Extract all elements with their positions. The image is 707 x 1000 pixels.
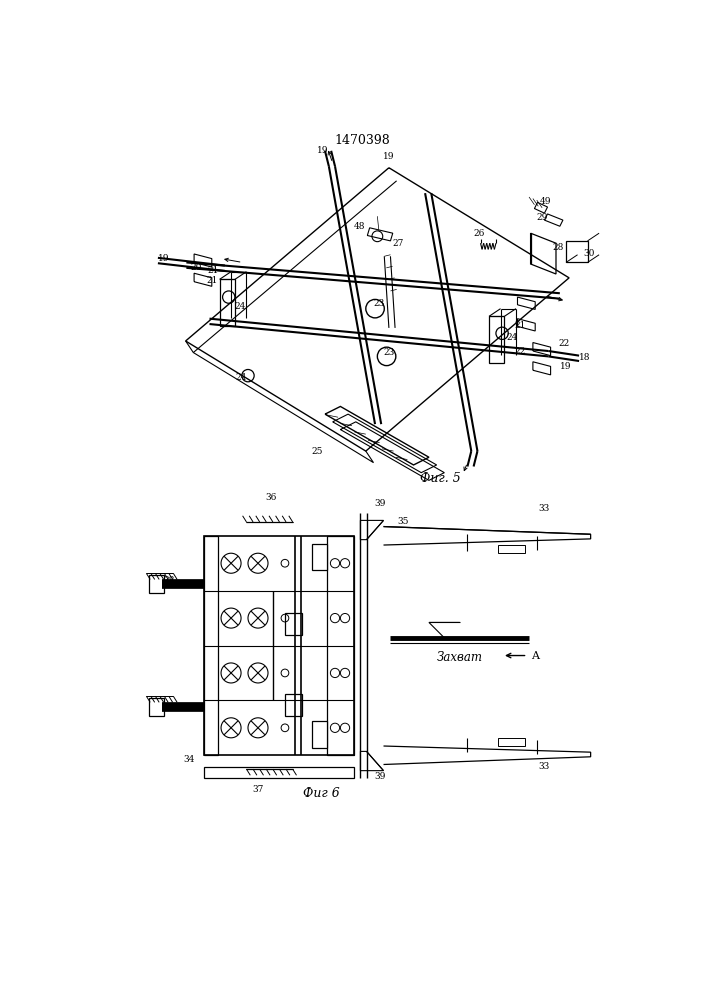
Text: 21: 21: [208, 266, 219, 275]
Text: 35: 35: [397, 517, 409, 526]
Text: A: A: [531, 651, 539, 661]
Bar: [312, 721, 327, 748]
Text: 26: 26: [473, 229, 485, 238]
Text: 19: 19: [383, 152, 395, 161]
Text: 21: 21: [515, 321, 526, 330]
Text: 1470398: 1470398: [334, 134, 390, 147]
Text: 29: 29: [537, 213, 548, 222]
Bar: [566, 241, 588, 262]
Text: 23: 23: [373, 299, 385, 308]
Bar: [312, 544, 327, 570]
Polygon shape: [361, 751, 383, 771]
Text: 49: 49: [540, 197, 551, 206]
Text: 27: 27: [392, 239, 404, 248]
Bar: [489, 316, 504, 363]
Text: 23: 23: [383, 348, 395, 357]
Text: 48: 48: [354, 222, 366, 231]
Bar: [204, 536, 354, 755]
Text: 37: 37: [252, 785, 264, 794]
Text: 24: 24: [235, 373, 247, 382]
Text: Захват: Захват: [437, 651, 483, 664]
Bar: [498, 738, 525, 746]
Text: Фиг 6: Фиг 6: [303, 787, 339, 800]
Text: 22: 22: [514, 347, 525, 356]
Bar: [498, 545, 525, 553]
Text: 28: 28: [553, 243, 564, 252]
Text: 34: 34: [183, 755, 194, 764]
Bar: [285, 613, 302, 635]
Text: 39: 39: [374, 772, 385, 781]
Text: 30: 30: [583, 249, 595, 258]
Text: 20: 20: [191, 263, 202, 272]
Text: Фиг. 5: Фиг. 5: [420, 472, 461, 485]
Bar: [285, 694, 302, 716]
Bar: [148, 575, 164, 593]
Text: 38: 38: [164, 576, 175, 585]
Text: 18: 18: [579, 353, 590, 362]
Text: 19: 19: [317, 146, 329, 155]
Bar: [219, 279, 235, 326]
Text: 33: 33: [539, 504, 550, 513]
Text: 21: 21: [206, 276, 218, 285]
Text: 25: 25: [312, 447, 323, 456]
Bar: [148, 698, 164, 716]
Bar: [204, 536, 218, 755]
Text: 19: 19: [158, 254, 169, 263]
Text: 22: 22: [558, 339, 569, 348]
Text: 33: 33: [539, 762, 550, 771]
Text: 39: 39: [374, 499, 385, 508]
Bar: [327, 536, 354, 755]
Text: 36: 36: [265, 493, 276, 502]
Bar: [204, 767, 354, 778]
Polygon shape: [361, 520, 383, 540]
Text: 24: 24: [506, 333, 518, 342]
Text: 19: 19: [560, 362, 572, 371]
Text: 24: 24: [235, 302, 246, 311]
